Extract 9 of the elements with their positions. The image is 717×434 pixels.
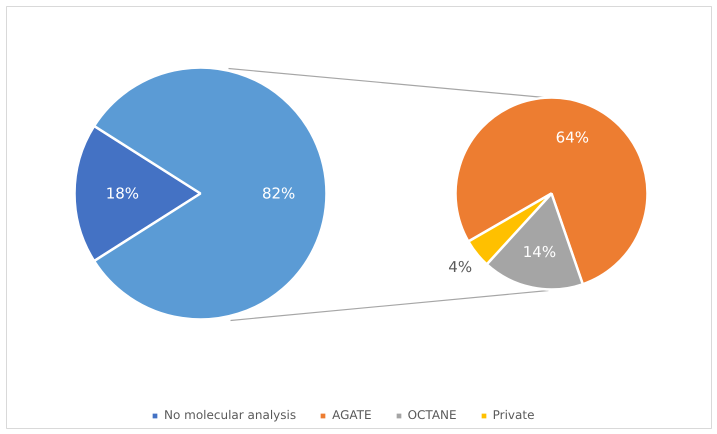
legend-label: AGATE [332,408,372,422]
data-label: 18% [106,184,140,202]
data-label: 64% [556,128,590,147]
data-label: 14% [522,242,556,261]
data-label: 4% [448,258,472,276]
data-label: 82% [262,184,296,202]
legend-label: No molecular analysis [164,408,296,422]
legend-label: OCTANE [408,408,457,422]
legend-label: Private [492,408,534,422]
